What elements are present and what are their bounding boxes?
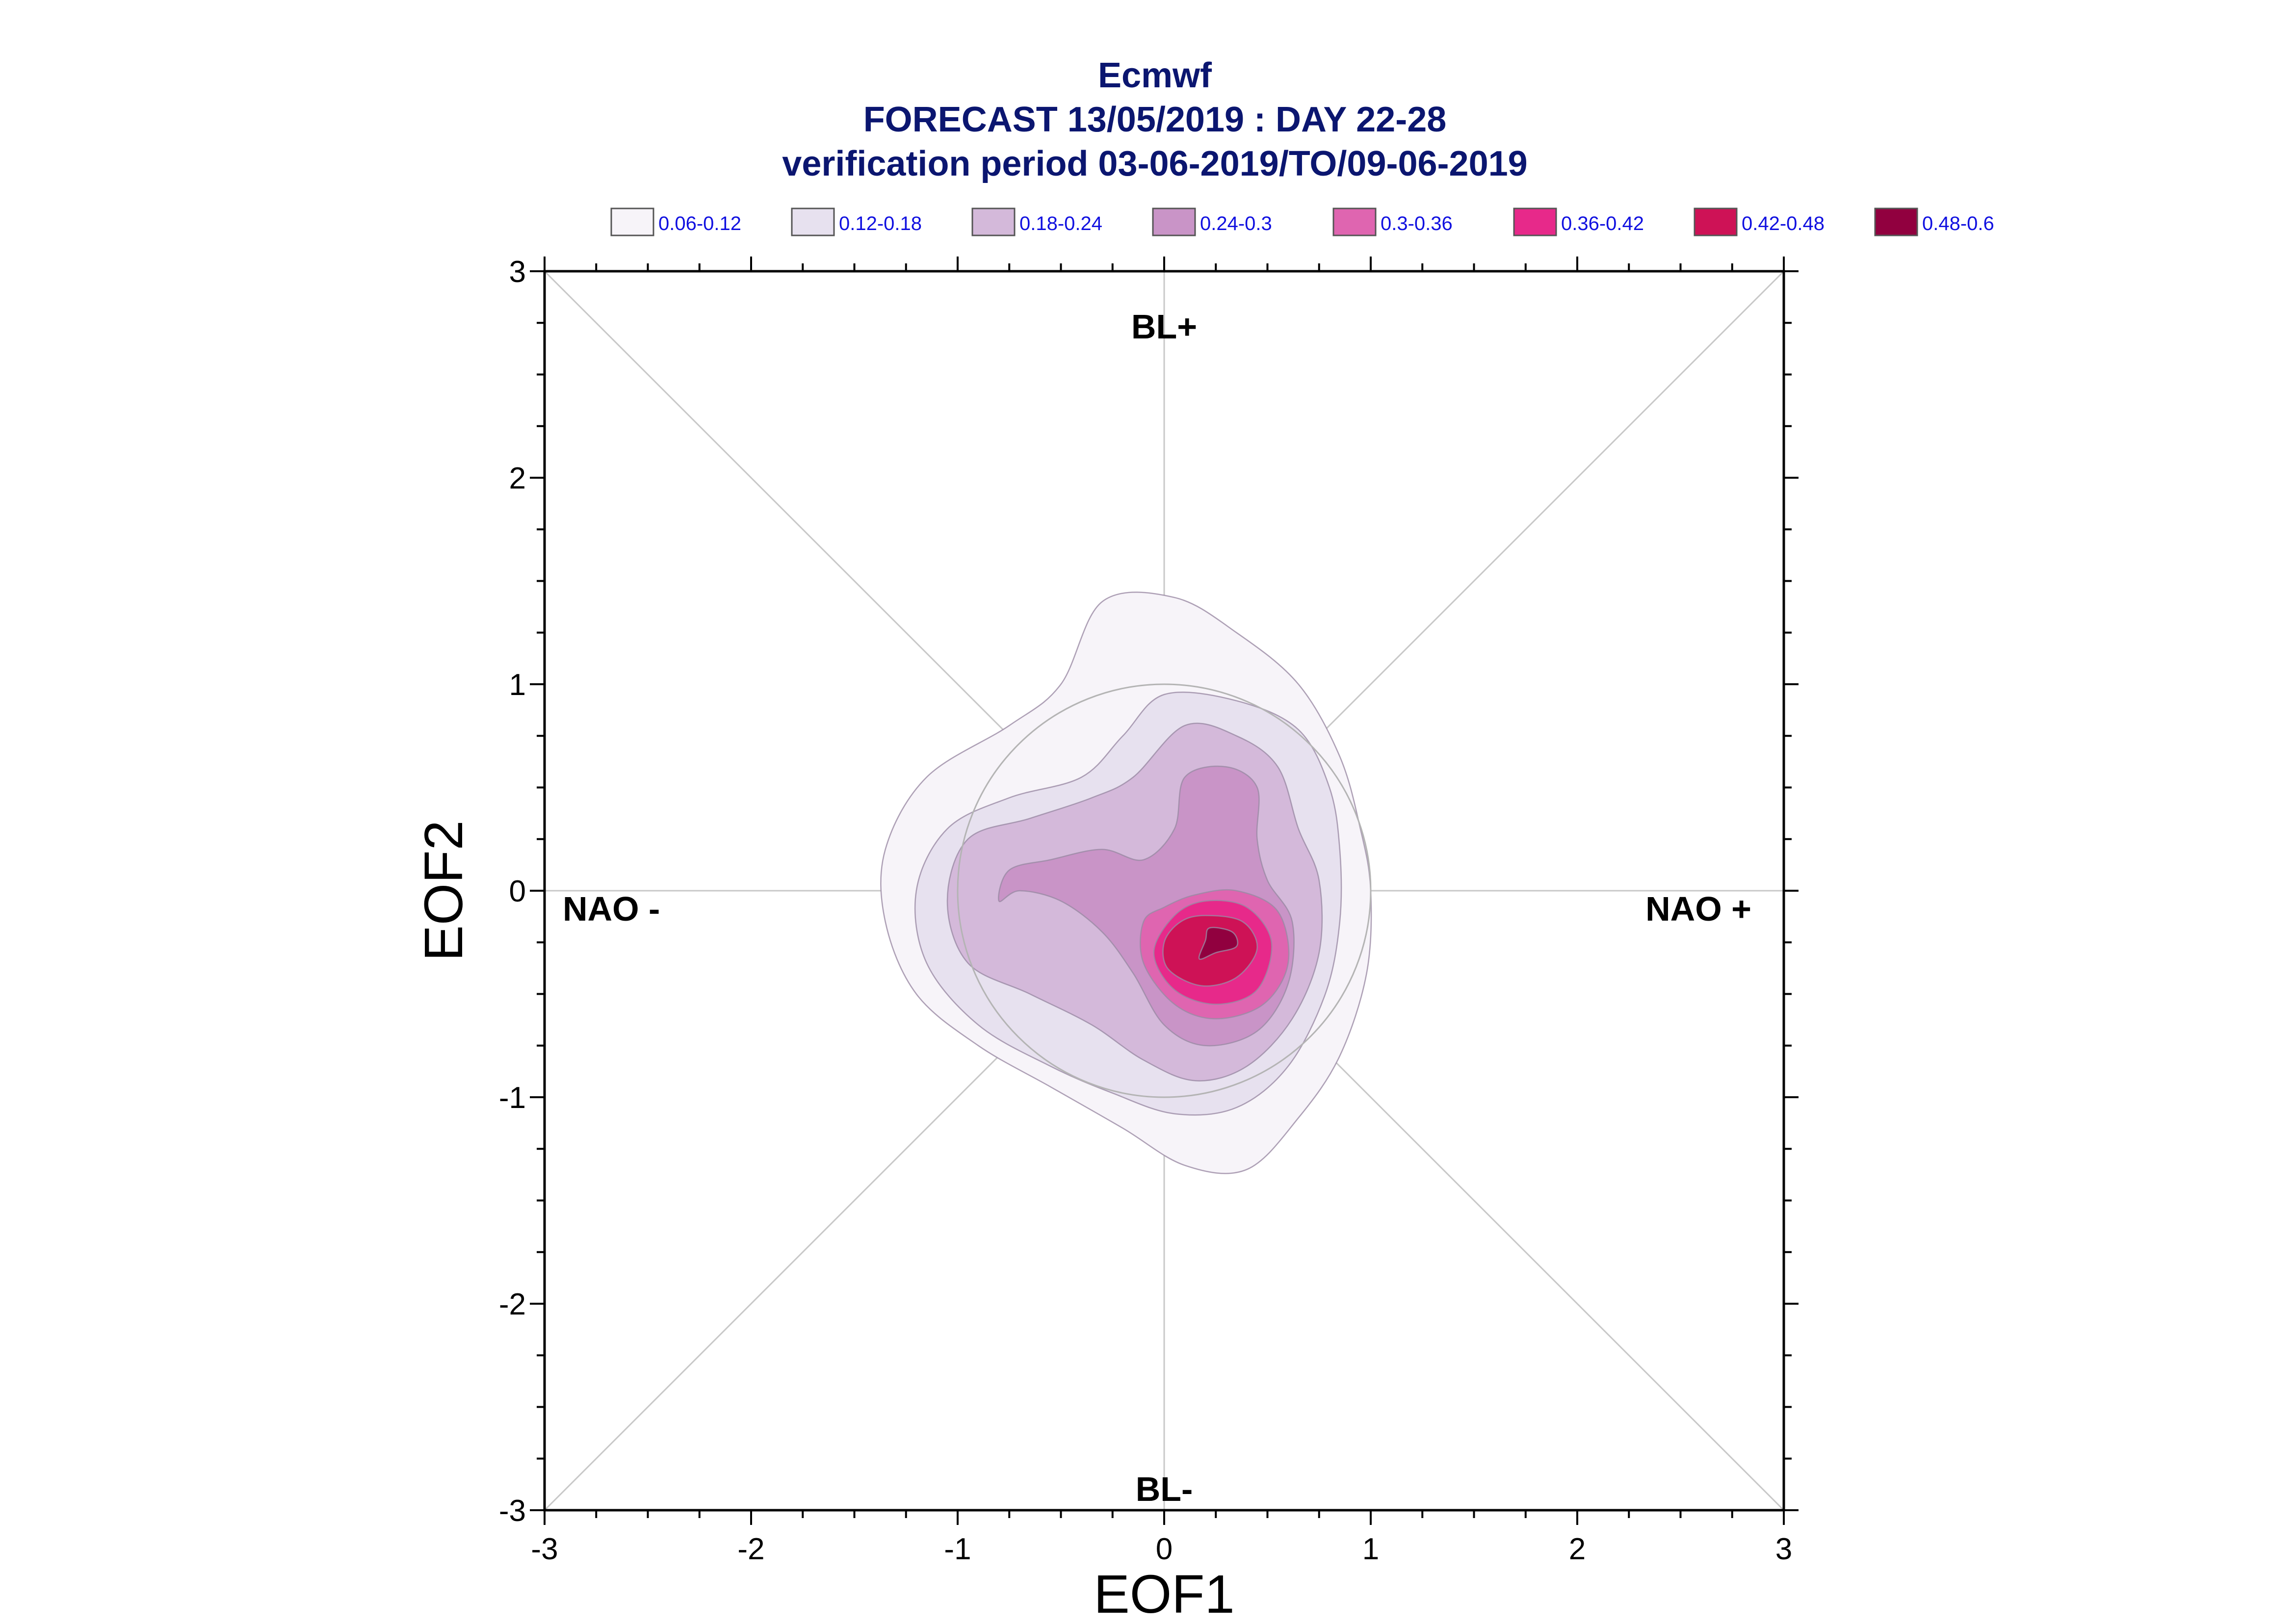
legend-label: 0.06-0.12	[658, 213, 741, 234]
y-axis-title: EOF2	[414, 820, 474, 961]
legend-label: 0.12-0.18	[839, 213, 922, 234]
legend-swatch	[1332, 207, 1377, 236]
y-tick-label: 3	[509, 255, 526, 289]
legend-label: 0.24-0.3	[1200, 213, 1272, 234]
regime-label-bl-plus: BL+	[1131, 308, 1197, 346]
x-tick-label: 1	[1362, 1532, 1379, 1566]
density-contour	[1198, 927, 1238, 960]
legend-swatch	[1874, 207, 1918, 236]
y-tick-label: 1	[509, 668, 526, 702]
x-tick-label: -1	[944, 1532, 971, 1566]
legend-swatch	[1513, 207, 1557, 236]
legend-swatch	[1694, 207, 1738, 236]
regime-label-nao-plus: NAO +	[1645, 890, 1751, 928]
chart-subtitle-forecast: FORECAST 13/05/2019 : DAY 22-28	[863, 100, 1447, 139]
reference-circle	[957, 683, 1372, 1098]
legend-swatch	[610, 207, 654, 236]
legend-label: 0.48-0.6	[1922, 213, 1994, 234]
axis-ticks: -3 -2 -1 0 1 2 3 -3 -2 -1 0 1 2 3	[499, 255, 1799, 1566]
reference-overlay	[957, 683, 1372, 1098]
y-tick-label: -3	[499, 1494, 526, 1528]
legend-label: 0.18-0.24	[1019, 213, 1102, 234]
x-tick-label: 2	[1569, 1532, 1586, 1566]
x-tick-label: -2	[737, 1532, 764, 1566]
chart-subtitle-verification: verification period 03-06-2019/TO/09-06-…	[782, 144, 1527, 183]
regime-label-nao-minus: NAO -	[563, 890, 660, 928]
x-tick-label: -3	[531, 1532, 558, 1566]
x-tick-label: 3	[1775, 1532, 1792, 1566]
density-contours	[880, 592, 1372, 1174]
legend-label: 0.3-0.36	[1381, 213, 1453, 234]
chart-title: Ecmwf	[1098, 56, 1212, 95]
y-tick-label: -2	[499, 1288, 526, 1321]
legend-label: 0.36-0.42	[1561, 213, 1644, 234]
legend-swatch	[1152, 207, 1196, 236]
legend: 0.06-0.12 0.12-0.18 0.18-0.24 0.24-0.3 0.3-0…	[610, 207, 1994, 236]
legend-swatch	[791, 207, 835, 236]
x-axis-title: EOF1	[1094, 1564, 1234, 1624]
regime-label-bl-minus: BL-	[1136, 1470, 1193, 1508]
legend-swatch	[971, 207, 1016, 236]
y-tick-label: -1	[499, 1081, 526, 1115]
x-tick-label: 0	[1156, 1532, 1173, 1566]
y-tick-label: 2	[509, 462, 526, 495]
legend-label: 0.42-0.48	[1742, 213, 1825, 234]
y-tick-label: 0	[509, 875, 526, 908]
